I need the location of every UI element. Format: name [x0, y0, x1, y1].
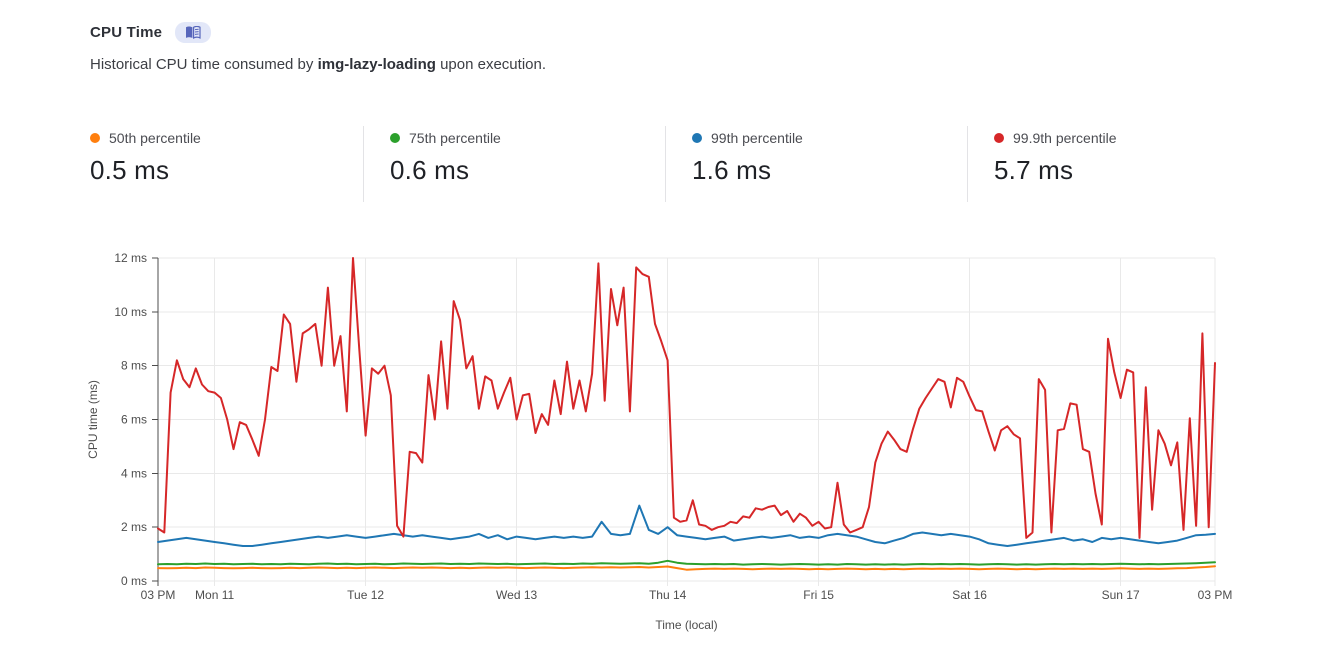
series-line-75th-percentile — [157, 559, 1216, 566]
stat-card-50th-percentile: 50th percentile 0.5 ms — [90, 126, 363, 202]
legend-dot-99th — [692, 133, 702, 143]
y-tick-label: 8 ms — [121, 359, 147, 373]
docs-badge[interactable] — [175, 22, 212, 43]
description-prefix: Historical CPU time consumed by — [90, 56, 318, 73]
stat-value: 5.7 ms — [994, 155, 1074, 185]
y-tick-label: 4 ms — [121, 466, 147, 480]
stat-card-75th-percentile: 75th percentile 0.6 ms — [363, 126, 665, 202]
legend-dot-75th — [390, 133, 400, 143]
y-tick-label: 2 ms — [121, 520, 147, 534]
y-axis-title: CPU time (ms) — [86, 380, 100, 459]
worker-name: img-lazy-loading — [317, 56, 436, 73]
y-tick-label: 12 ms — [114, 251, 147, 265]
stat-label: 99th percentile — [711, 130, 803, 146]
x-tick-label: Tue 12 — [347, 588, 384, 602]
legend-dot-50th — [90, 133, 100, 143]
stat-card-99.9th-percentile: 99.9th percentile 5.7 ms — [967, 126, 1269, 202]
description-suffix: upon execution. — [435, 56, 547, 73]
stat-value: 0.6 ms — [390, 155, 470, 185]
stat-label: 99.9th percentile — [1013, 130, 1117, 146]
book-icon — [186, 26, 201, 39]
x-tick-label: Sun 17 — [1102, 588, 1140, 602]
chart-description: Historical CPU time consumed by img-lazy… — [90, 56, 546, 73]
x-tick-label: 03 PM — [1198, 588, 1233, 602]
axes — [152, 257, 159, 586]
x-tick-label: Sat 16 — [952, 588, 987, 602]
x-tick-label: Mon 11 — [195, 588, 234, 602]
stat-label: 75th percentile — [409, 130, 501, 146]
x-tick-label: Wed 13 — [496, 588, 537, 602]
series-line-50th-percentile — [157, 565, 1216, 571]
chart-header: CPU Time — [90, 22, 212, 43]
x-tick-label: Thu 14 — [649, 588, 687, 602]
stat-card-99th-percentile: 99th percentile 1.6 ms — [665, 126, 967, 202]
x-tick-label: 03 PM — [141, 588, 176, 602]
series-line-99.9th-percentile — [157, 257, 1216, 539]
stat-value: 1.6 ms — [692, 155, 772, 185]
y-tick-label: 6 ms — [121, 413, 147, 427]
series-lines — [157, 257, 1216, 571]
page-title: CPU Time — [90, 24, 163, 41]
x-axis-title: Time (local) — [655, 618, 717, 632]
x-tick-label: Fri 15 — [803, 588, 834, 602]
percentile-stats-row: 50th percentile 0.5 ms 75th percentile 0… — [90, 126, 1269, 202]
series-line-99th-percentile — [157, 504, 1216, 547]
axis-labels: 0 ms 2 ms 4 ms 6 ms 8 ms 10 ms 12 ms 03 PM Mon 1… — [86, 251, 1232, 632]
stat-value: 0.5 ms — [90, 155, 170, 185]
y-tick-label: 0 ms — [121, 574, 147, 588]
y-tick-label: 10 ms — [114, 305, 147, 319]
stat-label: 50th percentile — [109, 130, 201, 146]
legend-dot-99.9th — [994, 133, 1004, 143]
